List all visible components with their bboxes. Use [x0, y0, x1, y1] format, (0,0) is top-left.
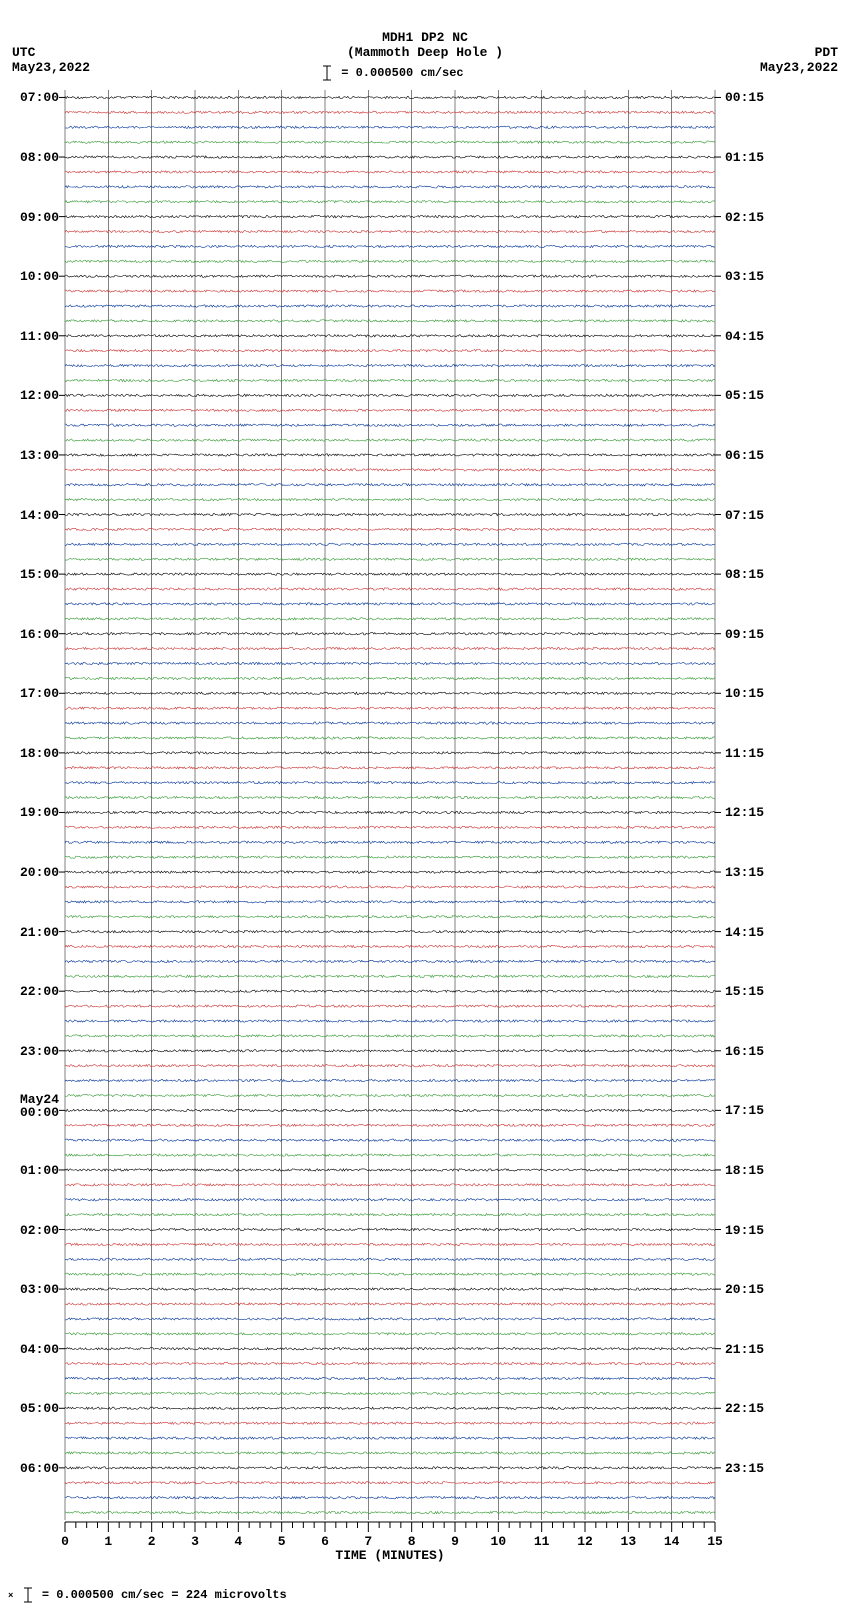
x-tick-label: 2: [140, 1534, 164, 1549]
right-label: 01:15: [725, 150, 764, 165]
right-label: 02:15: [725, 210, 764, 225]
left-label: 22:00: [4, 984, 59, 999]
left-label: 23:00: [4, 1044, 59, 1059]
right-label: 06:15: [725, 448, 764, 463]
right-label: 20:15: [725, 1282, 764, 1297]
left-label: 06:00: [4, 1461, 59, 1476]
left-label: 21:00: [4, 925, 59, 940]
left-label: 04:00: [4, 1342, 59, 1357]
left-label: 05:00: [4, 1401, 59, 1416]
right-label: 16:15: [725, 1044, 764, 1059]
right-label: 03:15: [725, 269, 764, 284]
left-label: 10:00: [4, 269, 59, 284]
left-label: 12:00: [4, 388, 59, 403]
right-label: 10:15: [725, 686, 764, 701]
x-tick-label: 4: [226, 1534, 250, 1549]
right-label: 05:15: [725, 388, 764, 403]
x-tick-label: 5: [270, 1534, 294, 1549]
x-tick-label: 1: [96, 1534, 120, 1549]
left-label: 09:00: [4, 210, 59, 225]
x-tick-label: 12: [573, 1534, 597, 1549]
right-label: 17:15: [725, 1103, 764, 1118]
x-tick-label: 8: [400, 1534, 424, 1549]
right-label: 09:15: [725, 627, 764, 642]
x-tick-label: 10: [486, 1534, 510, 1549]
left-label: 18:00: [4, 746, 59, 761]
x-tick-label: 13: [616, 1534, 640, 1549]
left-label: 07:00: [4, 90, 59, 105]
x-tick-label: 0: [53, 1534, 77, 1549]
right-label: 23:15: [725, 1461, 764, 1476]
right-label: 07:15: [725, 508, 764, 523]
right-label: 18:15: [725, 1163, 764, 1178]
footer-text: = 0.000500 cm/sec = 224 microvolts: [42, 1588, 287, 1602]
x-tick-label: 14: [660, 1534, 684, 1549]
x-tick-label: 7: [356, 1534, 380, 1549]
right-label: 15:15: [725, 984, 764, 999]
x-tick-label: 9: [443, 1534, 467, 1549]
right-label: 04:15: [725, 329, 764, 344]
footer-scale: × = 0.000500 cm/sec = 224 microvolts: [8, 1587, 287, 1603]
right-label: 12:15: [725, 805, 764, 820]
x-tick-label: 11: [530, 1534, 554, 1549]
x-tick-label: 3: [183, 1534, 207, 1549]
right-label: 13:15: [725, 865, 764, 880]
left-label: 08:00: [4, 150, 59, 165]
x-tick-label: 15: [703, 1534, 727, 1549]
right-label: 08:15: [725, 567, 764, 582]
left-label: 14:00: [4, 508, 59, 523]
left-label: 01:00: [4, 1163, 59, 1178]
left-label: 15:00: [4, 567, 59, 582]
left-label: 00:00: [4, 1105, 59, 1120]
right-label: 11:15: [725, 746, 764, 761]
left-label: 03:00: [4, 1282, 59, 1297]
left-label: 20:00: [4, 865, 59, 880]
helicorder-plot: [0, 0, 850, 1570]
left-label: 19:00: [4, 805, 59, 820]
left-label: 13:00: [4, 448, 59, 463]
right-label: 22:15: [725, 1401, 764, 1416]
left-label: 02:00: [4, 1223, 59, 1238]
right-label: 00:15: [725, 90, 764, 105]
x-axis-title: TIME (MINUTES): [290, 1548, 490, 1563]
helicorder-container: UTC May23,2022 PDT May23,2022 MDH1 DP2 N…: [0, 0, 850, 1613]
right-label: 21:15: [725, 1342, 764, 1357]
left-label: 17:00: [4, 686, 59, 701]
left-label: 16:00: [4, 627, 59, 642]
x-tick-label: 6: [313, 1534, 337, 1549]
right-label: 14:15: [725, 925, 764, 940]
right-label: 19:15: [725, 1223, 764, 1238]
left-label: 11:00: [4, 329, 59, 344]
